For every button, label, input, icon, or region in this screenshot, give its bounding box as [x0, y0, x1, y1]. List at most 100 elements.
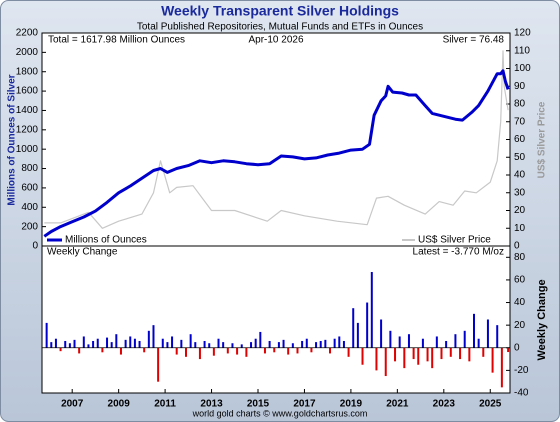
bar [319, 340, 322, 348]
annotation: Total = 1617.98 Million Ounces [48, 35, 185, 46]
bar [166, 342, 169, 348]
y2-tick-label: 110 [514, 45, 530, 56]
bar [133, 338, 136, 348]
bar [45, 322, 48, 348]
bar [73, 339, 76, 348]
y-tick-label: 200 [21, 221, 38, 232]
y-tick-label: 0 [32, 241, 38, 252]
bar [96, 338, 99, 348]
bar [445, 340, 448, 348]
bar [291, 343, 294, 348]
bar [226, 347, 229, 354]
chart-title: Weekly Transparent Silver Holdings [161, 3, 399, 19]
y2-tick-label: 40 [514, 170, 526, 181]
bar [356, 322, 359, 348]
bar [180, 339, 183, 348]
bar [152, 325, 155, 348]
bar [473, 313, 475, 348]
bar [491, 347, 494, 373]
bar [189, 334, 192, 348]
bar [305, 338, 308, 348]
y-axis-label: Millions of Ounces of Silver [7, 74, 18, 205]
plot-area [41, 32, 511, 394]
bar [78, 347, 81, 354]
bar [333, 338, 336, 348]
series-line [43, 69, 510, 238]
bar [273, 347, 276, 353]
series-line [44, 50, 509, 229]
y-tick-label: 600 [21, 183, 38, 194]
bar [301, 340, 304, 348]
bar [315, 342, 318, 348]
y-tick-label: 1000 [16, 144, 39, 155]
bar [417, 347, 420, 365]
y-tick-label: 1400 [16, 105, 39, 116]
bar [329, 347, 331, 354]
bar [82, 336, 85, 348]
bar [250, 342, 253, 348]
y2-tick-label: 50 [514, 152, 526, 163]
x-tick-label: 2007 [61, 399, 84, 410]
bar [352, 308, 355, 348]
bar [50, 342, 53, 348]
bar [92, 340, 95, 348]
y2-tick-label: 90 [514, 81, 526, 92]
bar [370, 272, 373, 348]
footer: world gold charts © www.goldchartsrus.co… [192, 408, 368, 418]
y-tick-label: 1800 [16, 66, 39, 77]
y-tick-label: 1200 [16, 124, 39, 135]
bar [282, 339, 285, 348]
y2-tick-label: 100 [514, 63, 531, 74]
y2-tick-label: 80 [514, 99, 526, 110]
y-tick-label: 20 [514, 320, 526, 331]
y2-axis-label: US$ Silver Price [537, 101, 548, 178]
y-axis-label: Weekly Change [536, 279, 548, 360]
annotation: Apr-10 2026 [248, 35, 303, 46]
y2-tick-label: 20 [514, 205, 526, 216]
bar [147, 330, 150, 348]
bar [486, 319, 489, 348]
bar [496, 325, 499, 348]
x-tick-label: 2015 [247, 399, 270, 410]
y-tick-label: 2200 [16, 28, 39, 39]
bar [412, 347, 415, 360]
bar [231, 343, 234, 348]
bar [426, 347, 429, 362]
x-tick-label: 2017 [293, 399, 316, 410]
x-tick-label: 2021 [386, 399, 409, 410]
y2-tick-label: 0 [514, 241, 520, 252]
bar [366, 302, 369, 348]
x-tick-label: 2011 [154, 399, 176, 410]
bar [384, 347, 387, 377]
bar [254, 338, 257, 348]
bar [500, 347, 503, 388]
bar [459, 347, 462, 360]
bar [440, 347, 443, 360]
bar [468, 347, 471, 362]
bar [421, 338, 424, 348]
annotation: Latest = -3.770 M/oz [413, 247, 504, 258]
x-tick-label: 2019 [340, 399, 363, 410]
bar [119, 347, 122, 355]
bar [449, 347, 452, 357]
y-tick-label: -20 [514, 365, 529, 376]
y2-tick-label: 30 [514, 187, 526, 198]
bar [389, 330, 392, 348]
bar [143, 347, 146, 353]
bar [338, 336, 341, 348]
bar [68, 343, 71, 348]
bar [212, 347, 215, 356]
y-tick-label: 2000 [16, 47, 39, 58]
bar [431, 347, 434, 369]
bar [398, 336, 401, 348]
bar [375, 347, 378, 371]
bar [240, 344, 243, 348]
bar [342, 340, 345, 348]
bar [347, 347, 350, 357]
y2-tick-label: 120 [514, 28, 531, 39]
bar [54, 338, 57, 348]
bar [175, 347, 178, 355]
bar [507, 347, 510, 353]
bar [435, 336, 438, 348]
bar [106, 337, 109, 348]
